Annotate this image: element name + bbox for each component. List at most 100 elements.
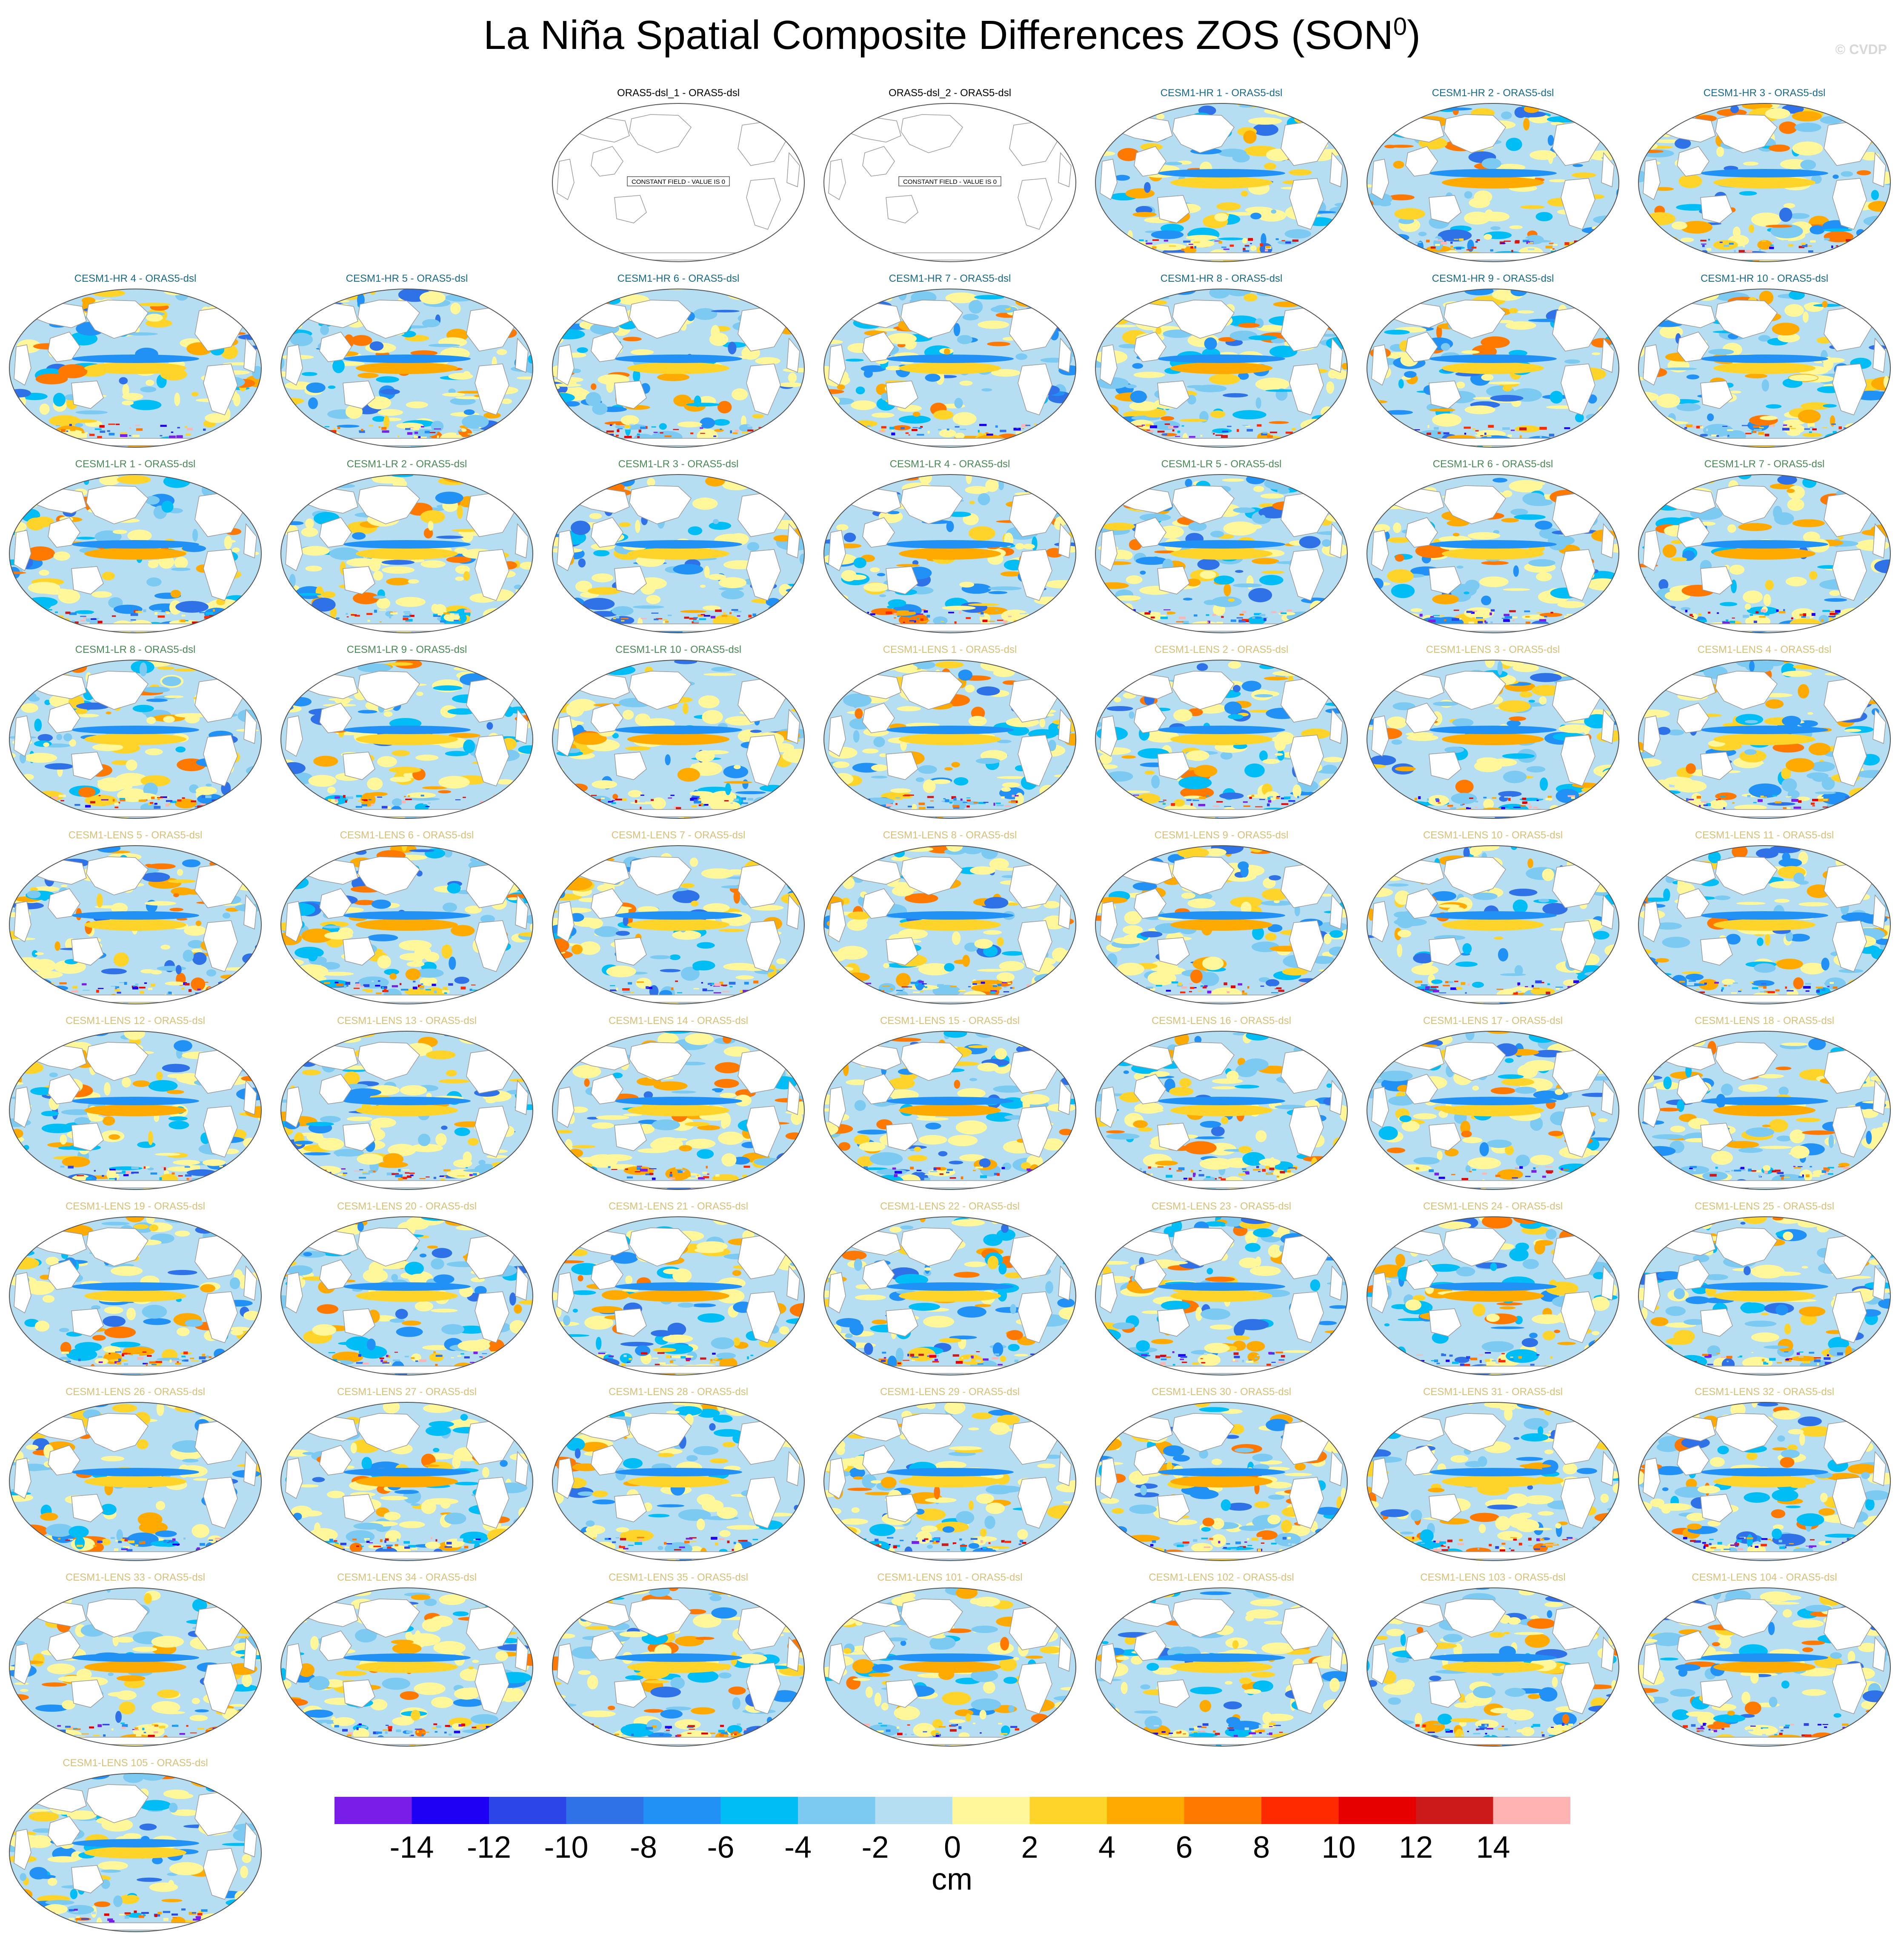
- anomaly-patch: [1655, 246, 1686, 251]
- anomaly-patch: [1265, 791, 1279, 801]
- map-panel-label: CESM1-LR 10 - ORAS5-dsl: [551, 644, 806, 656]
- anomaly-patch: [477, 814, 510, 821]
- anomaly-patch: [776, 958, 786, 964]
- anomaly-patch: [164, 695, 184, 698]
- anomaly-patch: [242, 953, 259, 964]
- anomaly-patch: [827, 302, 835, 314]
- anomaly-patch: [1720, 602, 1738, 606]
- anomaly-patch: [714, 429, 724, 432]
- anomaly-patch: [377, 598, 390, 609]
- anomaly-patch: [174, 1040, 192, 1052]
- anomaly-patch: [997, 937, 1004, 947]
- anomaly-patch: [1604, 325, 1616, 330]
- anomaly-patch: [1800, 160, 1816, 170]
- anomaly-patch: [1738, 523, 1772, 531]
- anomaly-patch: [1218, 237, 1244, 240]
- anomaly-patch: [1501, 518, 1519, 522]
- anomaly-patch: [1295, 444, 1327, 449]
- anomaly-patch: [307, 948, 318, 961]
- anomaly-patch: [232, 982, 242, 989]
- anomaly-patch: [334, 288, 340, 301]
- map-panel: CESM1-HR 3 - ORAS5-dsl: [1637, 87, 1892, 266]
- anomaly-patch: [1134, 372, 1165, 378]
- anomaly-patch: [1782, 852, 1790, 861]
- anomaly-patch: [192, 952, 207, 965]
- anomaly-patch: [1094, 259, 1119, 263]
- anomaly-patch: [680, 610, 706, 613]
- anomaly-patch: [1264, 163, 1276, 170]
- anomaly-patch: [281, 849, 305, 856]
- anomaly-patch: [1105, 810, 1122, 820]
- anomaly-patch: [981, 388, 992, 392]
- anomaly-patch: [213, 299, 223, 302]
- anomaly-patch: [1233, 583, 1262, 587]
- anomaly-patch: [1468, 532, 1501, 539]
- anomaly-patch: [1365, 473, 1377, 482]
- anomaly-patch: [450, 303, 460, 315]
- map-panel: CESM1-LENS 12 - ORAS5-dsl: [8, 1015, 263, 1194]
- anomaly-patch: [1325, 134, 1344, 139]
- anomaly-patch: [1861, 430, 1876, 434]
- anomaly-patch: [1289, 997, 1318, 1004]
- anomaly-patch: [1549, 994, 1563, 1006]
- anomaly-patch: [853, 558, 866, 568]
- anomaly-patch: [844, 533, 856, 542]
- anomaly-patch: [279, 1035, 292, 1048]
- anomaly-patch: [837, 384, 845, 390]
- anomaly-patch: [1669, 255, 1701, 261]
- anomaly-patch: [822, 287, 830, 297]
- anomaly-patch: [1609, 102, 1621, 108]
- anomaly-patch: [1323, 809, 1330, 812]
- anomaly-patch: [1365, 868, 1393, 879]
- anomaly-patch: [1672, 221, 1687, 229]
- anomaly-patch: [1266, 979, 1279, 987]
- anomaly-patch: [1611, 890, 1619, 895]
- anomaly-patch: [279, 974, 303, 978]
- equatorial-anomaly: [899, 548, 1001, 560]
- anomaly-patch: [279, 977, 288, 982]
- anomaly-patch: [1197, 663, 1208, 671]
- anomaly-patch: [1429, 814, 1447, 821]
- anomaly-patch: [357, 373, 379, 378]
- anomaly-patch: [822, 672, 848, 680]
- anomaly-patch: [1110, 679, 1126, 684]
- anomaly-patch: [1589, 234, 1600, 239]
- world-map: CONSTANT FIELD - VALUE IS 0: [551, 102, 806, 263]
- anomaly-patch: [1490, 226, 1501, 230]
- anomaly-patch: [1824, 476, 1852, 486]
- anomaly-patch: [856, 386, 865, 394]
- anomaly-patch: [1393, 161, 1404, 169]
- world-map: [551, 287, 806, 449]
- anomaly-patch: [1469, 846, 1482, 855]
- anomaly-patch: [1277, 473, 1311, 481]
- anomaly-patch: [698, 695, 720, 708]
- anomaly-patch: [292, 661, 323, 667]
- anomaly-patch: [438, 790, 451, 793]
- anomaly-patch: [1048, 621, 1055, 626]
- anomaly-patch: [279, 585, 285, 597]
- anomaly-patch: [489, 438, 516, 440]
- anomaly-patch: [39, 570, 49, 576]
- anomaly-patch: [551, 477, 569, 482]
- world-map: [1365, 102, 1621, 263]
- equatorial-anomaly: [1713, 177, 1815, 189]
- anomaly-patch: [1365, 305, 1390, 314]
- anomaly-patch: [1228, 661, 1241, 669]
- anomaly-patch: [1555, 289, 1589, 294]
- anomaly-patch: [1835, 990, 1857, 1001]
- anomaly-patch: [1324, 256, 1341, 263]
- anomaly-patch: [997, 972, 1015, 982]
- anomaly-patch: [76, 537, 95, 540]
- anomaly-patch: [571, 520, 590, 535]
- land-mass: [63, 1181, 208, 1188]
- anomaly-patch: [1441, 343, 1450, 351]
- anomaly-patch: [1453, 533, 1460, 536]
- anomaly-patch: [255, 312, 263, 322]
- anomaly-patch: [913, 412, 921, 417]
- anomaly-patch: [1868, 844, 1892, 850]
- anomaly-patch: [504, 476, 534, 486]
- anomaly-patch: [589, 513, 602, 519]
- anomaly-patch: [1001, 658, 1012, 663]
- equatorial-anomaly: [356, 548, 458, 560]
- anomaly-patch: [119, 377, 128, 384]
